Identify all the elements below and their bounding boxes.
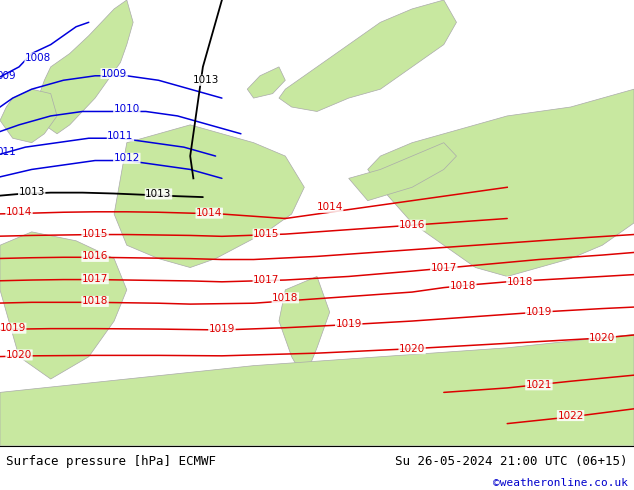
Text: 1021: 1021 xyxy=(526,380,552,390)
Text: 009: 009 xyxy=(0,71,16,81)
Polygon shape xyxy=(38,0,133,134)
Text: 1019: 1019 xyxy=(209,324,235,334)
Text: 1015: 1015 xyxy=(253,229,280,239)
Polygon shape xyxy=(0,232,127,379)
Text: 1020: 1020 xyxy=(589,333,616,343)
Text: 1020: 1020 xyxy=(6,350,32,360)
Polygon shape xyxy=(0,89,57,143)
Text: Surface pressure [hPa] ECMWF: Surface pressure [hPa] ECMWF xyxy=(6,455,216,468)
Text: 1013: 1013 xyxy=(193,75,219,85)
Polygon shape xyxy=(368,89,634,276)
Polygon shape xyxy=(247,67,285,98)
Text: 1019: 1019 xyxy=(335,319,362,329)
Text: 1009: 1009 xyxy=(101,69,127,78)
Text: 1017: 1017 xyxy=(82,274,108,284)
Text: 1010: 1010 xyxy=(113,104,140,114)
Text: 1019: 1019 xyxy=(0,323,26,333)
Text: 1020: 1020 xyxy=(399,343,425,354)
Polygon shape xyxy=(349,143,456,201)
Text: 1017: 1017 xyxy=(430,263,457,272)
Text: 1022: 1022 xyxy=(557,411,584,420)
Text: 1013: 1013 xyxy=(18,187,45,197)
Text: Su 26-05-2024 21:00 UTC (06+15): Su 26-05-2024 21:00 UTC (06+15) xyxy=(395,455,628,468)
Text: 1019: 1019 xyxy=(526,307,552,317)
Text: 1013: 1013 xyxy=(145,189,172,199)
Polygon shape xyxy=(114,125,304,268)
Polygon shape xyxy=(279,0,456,112)
Text: 1011: 1011 xyxy=(107,131,134,141)
Text: 011: 011 xyxy=(0,147,16,157)
Text: 1012: 1012 xyxy=(113,153,140,163)
Polygon shape xyxy=(0,334,634,446)
Text: 1018: 1018 xyxy=(272,293,299,303)
Text: ©weatheronline.co.uk: ©weatheronline.co.uk xyxy=(493,478,628,489)
Text: 1014: 1014 xyxy=(6,207,32,217)
Text: 1015: 1015 xyxy=(82,229,108,239)
Text: 1008: 1008 xyxy=(25,53,51,63)
Text: 1016: 1016 xyxy=(399,220,425,230)
Polygon shape xyxy=(279,276,330,379)
Text: 1018: 1018 xyxy=(507,277,533,287)
Text: 1014: 1014 xyxy=(316,202,343,212)
Text: 1016: 1016 xyxy=(82,251,108,261)
Text: 1017: 1017 xyxy=(253,275,280,285)
Text: 1018: 1018 xyxy=(82,296,108,306)
Text: 1014: 1014 xyxy=(196,208,223,218)
Text: 1018: 1018 xyxy=(450,281,476,291)
